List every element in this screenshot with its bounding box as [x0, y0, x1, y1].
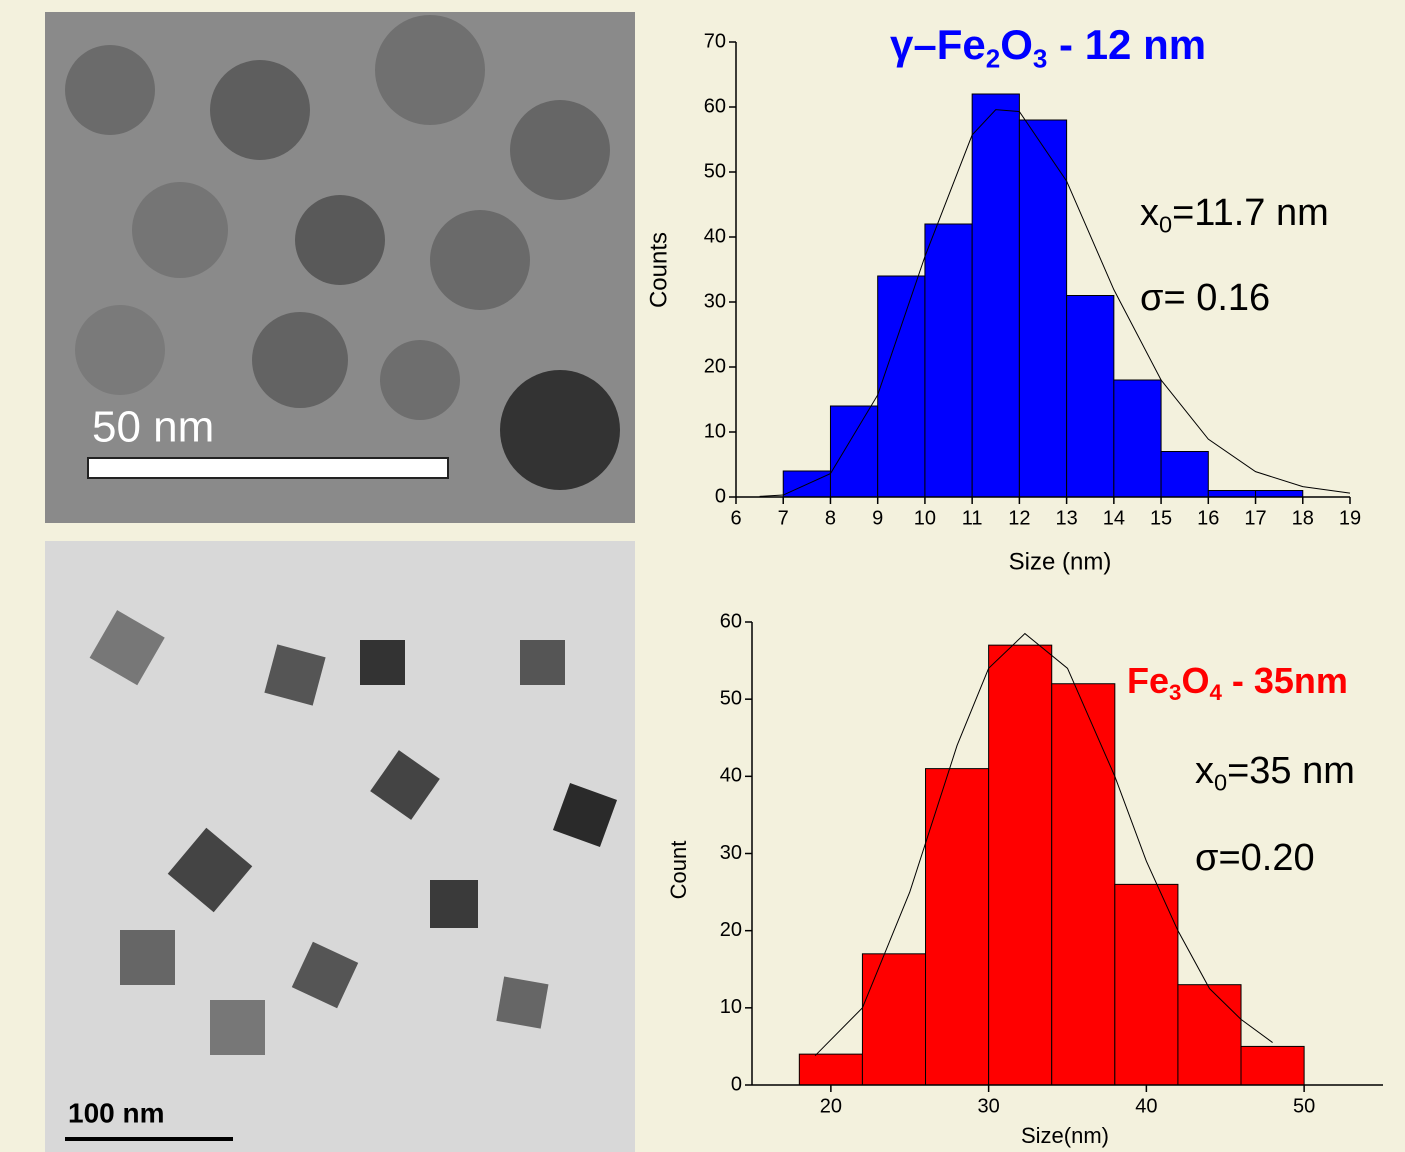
- bar: [1256, 491, 1303, 498]
- y-tick-label: 70: [704, 30, 726, 52]
- y-tick-label: 40: [720, 765, 742, 787]
- bar: [1052, 684, 1115, 1085]
- bar: [989, 645, 1052, 1085]
- chart-title: γ–Fe2O3 - 12 nm: [890, 21, 1206, 73]
- annotation-part: σ= 0.16: [1140, 277, 1270, 319]
- bar: [830, 406, 877, 497]
- chart-title-part: O: [1181, 660, 1209, 701]
- annotation-part: =11.7 nm: [1172, 192, 1329, 234]
- x-axis-label: Size(nm): [1021, 1123, 1109, 1148]
- x-tick-label: 10: [914, 507, 936, 529]
- y-axis-label: Count: [666, 841, 691, 900]
- x-tick-label: 50: [1293, 1095, 1315, 1117]
- chart-title-part: - 12 nm: [1047, 21, 1206, 68]
- chart-title: Fe3O4 - 35nm: [1127, 660, 1348, 705]
- y-tick-label: 60: [704, 95, 726, 117]
- x-tick-label: 11: [962, 507, 983, 529]
- y-tick-label: 10: [720, 996, 742, 1018]
- bar: [1067, 296, 1114, 498]
- annotation-part: 0: [1159, 212, 1172, 238]
- chart-title-part: γ–Fe: [890, 21, 986, 68]
- x-tick-label: 13: [1055, 507, 1077, 529]
- tem-image-bottom: 100 nm: [45, 541, 635, 1152]
- y-axis-label: Counts: [645, 232, 672, 308]
- y-tick-label: 20: [720, 919, 742, 941]
- chart-title-part: 4: [1209, 680, 1222, 705]
- bar: [878, 276, 925, 497]
- bar: [1114, 380, 1161, 497]
- bar: [925, 224, 972, 497]
- y-tick-label: 60: [720, 610, 742, 632]
- x-tick-label: 9: [872, 507, 883, 529]
- x-axis-label: Size (nm): [1009, 548, 1112, 575]
- y-tick-label: 20: [704, 355, 726, 377]
- x-tick-label: 20: [820, 1095, 842, 1117]
- bar: [1208, 491, 1255, 498]
- y-tick-label: 0: [715, 485, 726, 507]
- chart-title-part: 3: [1033, 43, 1047, 73]
- bar: [862, 954, 925, 1085]
- x-tick-label: 30: [978, 1095, 1000, 1117]
- y-tick-label: 10: [704, 420, 726, 442]
- x-tick-label: 16: [1197, 507, 1219, 529]
- scale-label: 100 nm: [68, 1097, 165, 1128]
- chart-title-part: - 35nm: [1222, 660, 1348, 701]
- y-tick-label: 30: [704, 290, 726, 312]
- bar: [1241, 1046, 1304, 1085]
- bar: [1019, 120, 1066, 497]
- x-tick-label: 17: [1244, 507, 1266, 529]
- annotation-part: σ=0.20: [1195, 837, 1315, 879]
- annotation-part: x: [1140, 192, 1159, 234]
- bar: [926, 769, 989, 1085]
- bar: [972, 94, 1019, 497]
- scale-label: 50 nm: [92, 403, 214, 452]
- y-tick-label: 0: [731, 1073, 742, 1095]
- x-tick-label: 6: [730, 507, 741, 529]
- annotation: σ= 0.16: [1140, 277, 1270, 319]
- bar: [1178, 985, 1241, 1085]
- y-tick-label: 50: [704, 160, 726, 182]
- annotation: σ=0.20: [1195, 837, 1315, 879]
- bar: [1115, 884, 1178, 1085]
- x-tick-label: 19: [1339, 507, 1361, 529]
- annotation-part: =35 nm: [1227, 750, 1355, 792]
- x-tick-label: 18: [1292, 507, 1314, 529]
- x-tick-label: 40: [1135, 1095, 1157, 1117]
- chart-title-part: Fe: [1127, 660, 1169, 701]
- chart-title-part: 2: [986, 43, 1000, 73]
- y-tick-label: 40: [704, 225, 726, 247]
- y-tick-label: 30: [720, 842, 742, 864]
- x-tick-label: 12: [1008, 507, 1030, 529]
- annotation-part: 0: [1214, 770, 1227, 796]
- y-tick-label: 50: [720, 687, 742, 709]
- x-tick-label: 15: [1150, 507, 1172, 529]
- annotation-part: x: [1195, 750, 1214, 792]
- bar: [799, 1054, 862, 1085]
- x-tick-label: 7: [778, 507, 789, 529]
- x-tick-label: 8: [825, 507, 836, 529]
- chart-title-part: O: [1000, 21, 1033, 68]
- slide: 50 nm 100 nm 010203040506070678910111213…: [0, 0, 1405, 1152]
- chart-title-part: 3: [1169, 680, 1181, 705]
- tem-image-top: 50 nm: [45, 12, 635, 523]
- x-tick-label: 14: [1103, 507, 1125, 529]
- bar: [1161, 452, 1208, 498]
